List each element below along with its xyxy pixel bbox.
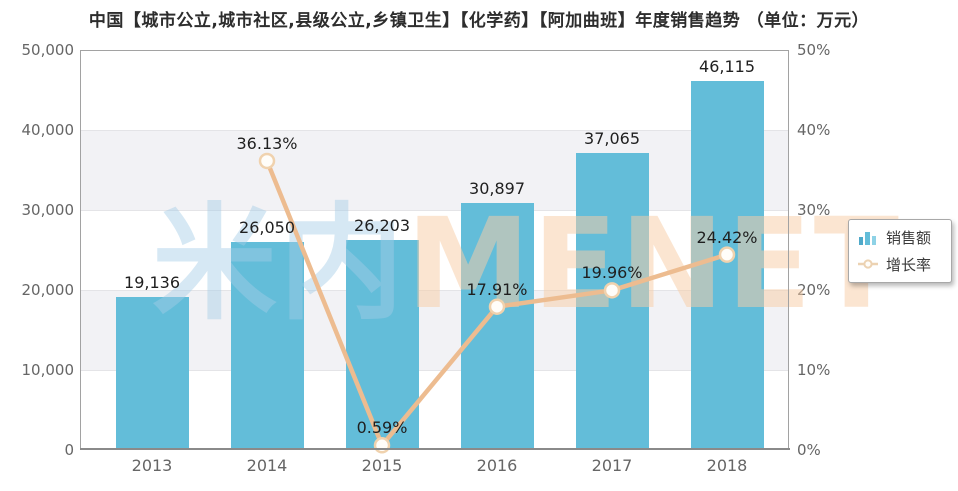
x-axis-tick-label: 2017	[591, 456, 633, 475]
y-axis-right-tick-label: 30%	[797, 201, 831, 219]
y-axis-left-tick-label: 10,000	[21, 361, 75, 379]
y-axis-left-tick-label: 0	[64, 441, 74, 459]
y-axis-left-tick-label: 20,000	[21, 281, 75, 299]
y-axis-right-tick-label: 20%	[797, 281, 831, 299]
growth-value-label: 19.96%	[581, 263, 643, 283]
x-axis-tick-label: 2015	[361, 456, 403, 475]
legend-label-growth: 增长率	[886, 255, 932, 274]
x-axis-tick-label: 2013	[131, 456, 173, 475]
legend-label-sales: 销售额	[886, 229, 932, 248]
y-axis-left-tick-label: 50,000	[21, 41, 75, 59]
y-axis-left-tick-label: 30,000	[21, 201, 75, 219]
sales-bar-2014[interactable]	[230, 242, 304, 449]
bar-chart-icon	[859, 231, 876, 245]
growth-value-label: 36.13%	[236, 133, 298, 153]
sales-bar-2017[interactable]	[575, 153, 649, 449]
y-axis-right-tick-label: 10%	[797, 361, 831, 379]
plot-area	[80, 50, 789, 450]
legend: 销售额 增长率	[848, 219, 952, 283]
legend-item-sales[interactable]: 销售额	[849, 227, 951, 248]
gridline	[80, 210, 789, 211]
sales-bar-2016[interactable]	[460, 203, 534, 449]
growth-value-label: 0.59%	[356, 418, 408, 438]
bar-value-label: 46,115	[699, 57, 755, 77]
x-axis-tick-label: 2018	[706, 456, 748, 475]
sales-bar-2013[interactable]	[115, 297, 189, 449]
y-axis-right-tick-label: 50%	[797, 41, 831, 59]
x-axis-tick-label: 2014	[246, 456, 288, 475]
bar-value-label: 26,203	[354, 216, 410, 236]
bar-value-label: 30,897	[469, 178, 525, 198]
bar-value-label: 19,136	[124, 272, 180, 292]
bar-value-label: 26,050	[239, 217, 295, 237]
x-axis-tick-label: 2016	[476, 456, 518, 475]
y-axis-left-tick-label: 40,000	[21, 121, 75, 139]
legend-item-growth[interactable]: 增长率	[849, 254, 951, 275]
bar-value-label: 37,065	[584, 129, 640, 149]
y-axis-right-tick-label: 40%	[797, 121, 831, 139]
y-axis-right-tick-label: 0%	[797, 441, 821, 459]
line-marker-icon	[858, 259, 878, 269]
grid-band	[80, 130, 789, 210]
x-axis-line	[80, 448, 790, 450]
sales-bar-2018[interactable]	[690, 81, 764, 449]
growth-value-label: 24.42%	[696, 227, 758, 247]
chart-title: 中国【城市公立,城市社区,县级公立,乡镇卫生】【化学药】【阿加曲班】年度销售趋势…	[88, 11, 870, 31]
growth-value-label: 17.91%	[466, 279, 528, 299]
gridline	[80, 130, 789, 131]
gridline	[80, 290, 789, 291]
